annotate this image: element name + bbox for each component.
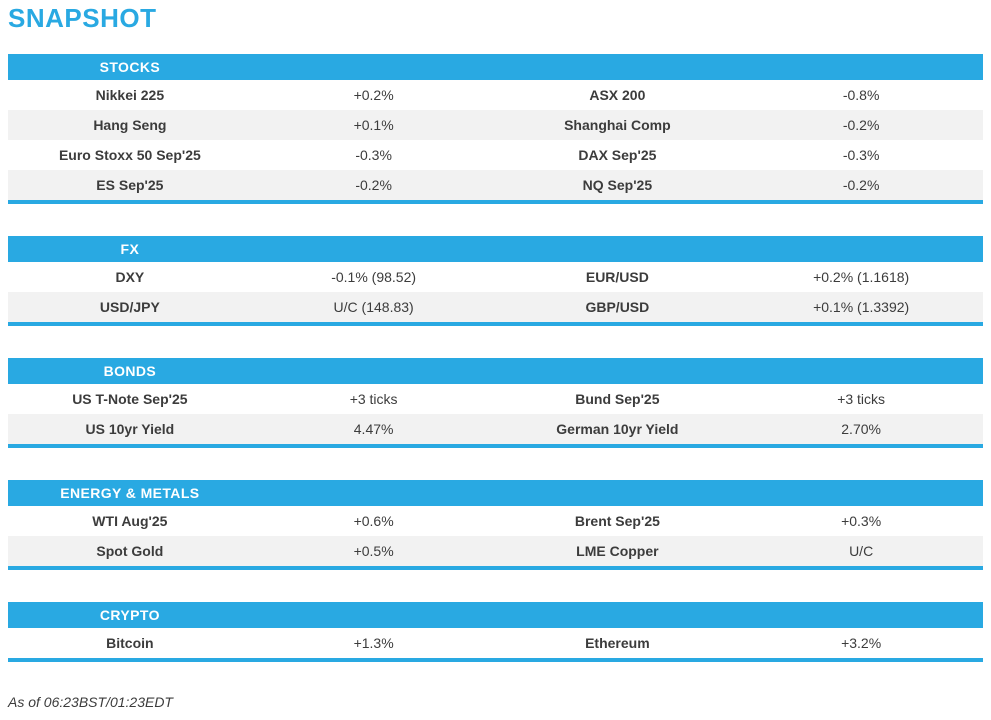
instrument-value: +3 ticks <box>349 391 398 407</box>
section-title: BONDS <box>103 363 157 379</box>
table-row: US 10yr Yield 4.47% German 10yr Yield 2.… <box>8 414 983 444</box>
section-crypto: CRYPTO Bitcoin +1.3% Ethereum +3.2% <box>8 602 983 662</box>
snapshot-table: STOCKS Nikkei 225 +0.2% ASX 200 -0.8% Ha… <box>8 54 983 662</box>
instrument-value: -0.2% <box>842 117 880 133</box>
section-title: STOCKS <box>99 59 161 75</box>
section-header-energy-metals: ENERGY & METALS <box>8 480 983 506</box>
instrument-value: +3.2% <box>841 635 882 651</box>
section-title: CRYPTO <box>99 607 160 623</box>
instrument-value: -0.3% <box>355 147 392 163</box>
instrument-label: WTI Aug'25 <box>92 513 168 529</box>
instrument-label: ASX 200 <box>589 87 646 103</box>
table-row: Euro Stoxx 50 Sep'25 -0.3% DAX Sep'25 -0… <box>8 140 983 170</box>
instrument-value: +0.2% (1.1618) <box>813 269 910 285</box>
as-of-timestamp: As of 06:23BST/01:23EDT <box>8 694 173 710</box>
table-row: Spot Gold +0.5% LME Copper U/C <box>8 536 983 566</box>
instrument-value: +0.1% (1.3392) <box>813 299 910 315</box>
instrument-label: Hang Seng <box>93 117 167 133</box>
instrument-value: +0.2% <box>353 87 394 103</box>
instrument-value: -0.2% <box>842 177 880 193</box>
section-rows: Nikkei 225 +0.2% ASX 200 -0.8% Hang Seng… <box>8 80 983 200</box>
table-row: USD/JPY U/C (148.83) GBP/USD +0.1% (1.33… <box>8 292 983 322</box>
instrument-value: +0.6% <box>353 513 394 529</box>
section-energy-metals: ENERGY & METALS WTI Aug'25 +0.6% Brent S… <box>8 480 983 570</box>
instrument-label: US 10yr Yield <box>85 421 175 437</box>
instrument-label: EUR/USD <box>585 269 649 285</box>
instrument-label: Spot Gold <box>96 543 164 559</box>
instrument-value: -0.2% <box>355 177 392 193</box>
instrument-label: German 10yr Yield <box>556 421 679 437</box>
instrument-value: U/C (148.83) <box>333 299 414 315</box>
instrument-label: Euro Stoxx 50 Sep'25 <box>58 147 201 163</box>
instrument-label: DXY <box>115 269 145 285</box>
instrument-label: Ethereum <box>585 635 650 651</box>
table-row: ES Sep'25 -0.2% NQ Sep'25 -0.2% <box>8 170 983 200</box>
instrument-value: -0.1% (98.52) <box>331 269 417 285</box>
table-row: Hang Seng +0.1% Shanghai Comp -0.2% <box>8 110 983 140</box>
section-header-crypto: CRYPTO <box>8 602 983 628</box>
section-rows: WTI Aug'25 +0.6% Brent Sep'25 +0.3% Spot… <box>8 506 983 566</box>
section-rows: US T-Note Sep'25 +3 ticks Bund Sep'25 +3… <box>8 384 983 444</box>
instrument-value: U/C <box>849 543 874 559</box>
instrument-label: ES Sep'25 <box>96 177 164 193</box>
table-row: US T-Note Sep'25 +3 ticks Bund Sep'25 +3… <box>8 384 983 414</box>
page-title: SNAPSHOT <box>8 3 157 33</box>
section-bonds: BONDS US T-Note Sep'25 +3 ticks Bund Sep… <box>8 358 983 448</box>
instrument-label: Bund Sep'25 <box>575 391 660 407</box>
section-stocks: STOCKS Nikkei 225 +0.2% ASX 200 -0.8% Ha… <box>8 54 983 204</box>
instrument-label: DAX Sep'25 <box>578 147 657 163</box>
section-header-bonds: BONDS <box>8 358 983 384</box>
instrument-value: 4.47% <box>353 421 394 437</box>
instrument-value: 2.70% <box>841 421 881 437</box>
table-row: Bitcoin +1.3% Ethereum +3.2% <box>8 628 983 658</box>
instrument-label: LME Copper <box>576 543 659 559</box>
section-header-stocks: STOCKS <box>8 54 983 80</box>
table-row: WTI Aug'25 +0.6% Brent Sep'25 +0.3% <box>8 506 983 536</box>
instrument-label: US T-Note Sep'25 <box>72 391 188 407</box>
instrument-label: NQ Sep'25 <box>582 177 653 193</box>
instrument-value: +0.5% <box>353 543 394 559</box>
instrument-value: +1.3% <box>353 635 394 651</box>
table-row: Nikkei 225 +0.2% ASX 200 -0.8% <box>8 80 983 110</box>
instrument-value: +3 ticks <box>837 391 886 407</box>
instrument-value: -0.8% <box>842 87 880 103</box>
section-rows: Bitcoin +1.3% Ethereum +3.2% <box>8 628 983 658</box>
section-header-fx: FX <box>8 236 983 262</box>
instrument-label: Shanghai Comp <box>564 117 671 133</box>
instrument-label: GBP/USD <box>585 299 650 315</box>
instrument-value: -0.3% <box>842 147 880 163</box>
instrument-value: +0.3% <box>841 513 882 529</box>
instrument-label: Bitcoin <box>106 635 154 651</box>
table-row: DXY -0.1% (98.52) EUR/USD +0.2% (1.1618) <box>8 262 983 292</box>
instrument-label: USD/JPY <box>99 299 160 315</box>
section-rows: DXY -0.1% (98.52) EUR/USD +0.2% (1.1618)… <box>8 262 983 322</box>
instrument-label: Brent Sep'25 <box>574 513 660 529</box>
section-title: ENERGY & METALS <box>60 485 200 501</box>
instrument-value: +0.1% <box>353 117 394 133</box>
section-title: FX <box>120 241 140 257</box>
section-fx: FX DXY -0.1% (98.52) EUR/USD +0.2% (1.16… <box>8 236 983 326</box>
instrument-label: Nikkei 225 <box>95 87 165 103</box>
